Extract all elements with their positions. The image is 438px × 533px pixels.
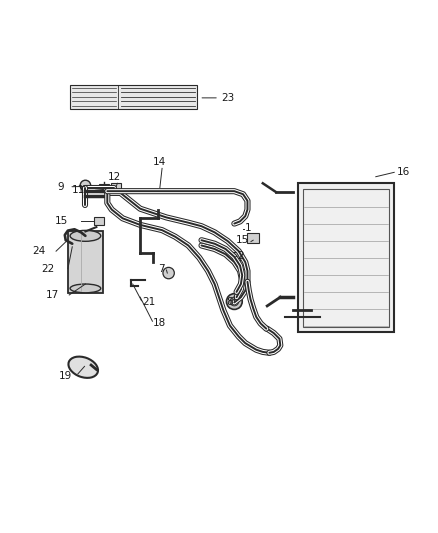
Circle shape (163, 268, 174, 279)
Text: 11: 11 (72, 185, 85, 195)
FancyBboxPatch shape (94, 216, 104, 225)
Text: 7: 7 (158, 264, 165, 273)
FancyBboxPatch shape (70, 85, 197, 109)
Ellipse shape (70, 284, 101, 293)
Ellipse shape (70, 230, 101, 241)
Text: 1: 1 (244, 223, 251, 233)
FancyBboxPatch shape (99, 184, 109, 192)
FancyBboxPatch shape (111, 183, 121, 191)
Text: 15: 15 (55, 216, 68, 226)
Text: 15: 15 (236, 235, 249, 245)
Circle shape (226, 294, 242, 310)
FancyBboxPatch shape (68, 231, 103, 293)
Text: 2: 2 (237, 251, 244, 261)
Text: 12: 12 (108, 172, 121, 182)
Text: 23: 23 (221, 93, 234, 103)
Text: 24: 24 (33, 246, 46, 256)
Text: 16: 16 (396, 167, 410, 177)
Text: 18: 18 (153, 318, 166, 328)
FancyBboxPatch shape (298, 183, 394, 332)
Text: 9: 9 (57, 182, 64, 192)
Circle shape (230, 297, 239, 306)
Text: 17: 17 (46, 290, 59, 300)
Ellipse shape (68, 357, 98, 378)
Text: 8: 8 (226, 296, 233, 306)
Text: 21: 21 (142, 296, 155, 306)
Text: 14: 14 (153, 157, 166, 167)
Circle shape (80, 180, 91, 191)
FancyBboxPatch shape (247, 233, 259, 243)
FancyBboxPatch shape (232, 252, 242, 260)
Text: 19: 19 (59, 371, 72, 381)
Text: 22: 22 (42, 264, 55, 273)
